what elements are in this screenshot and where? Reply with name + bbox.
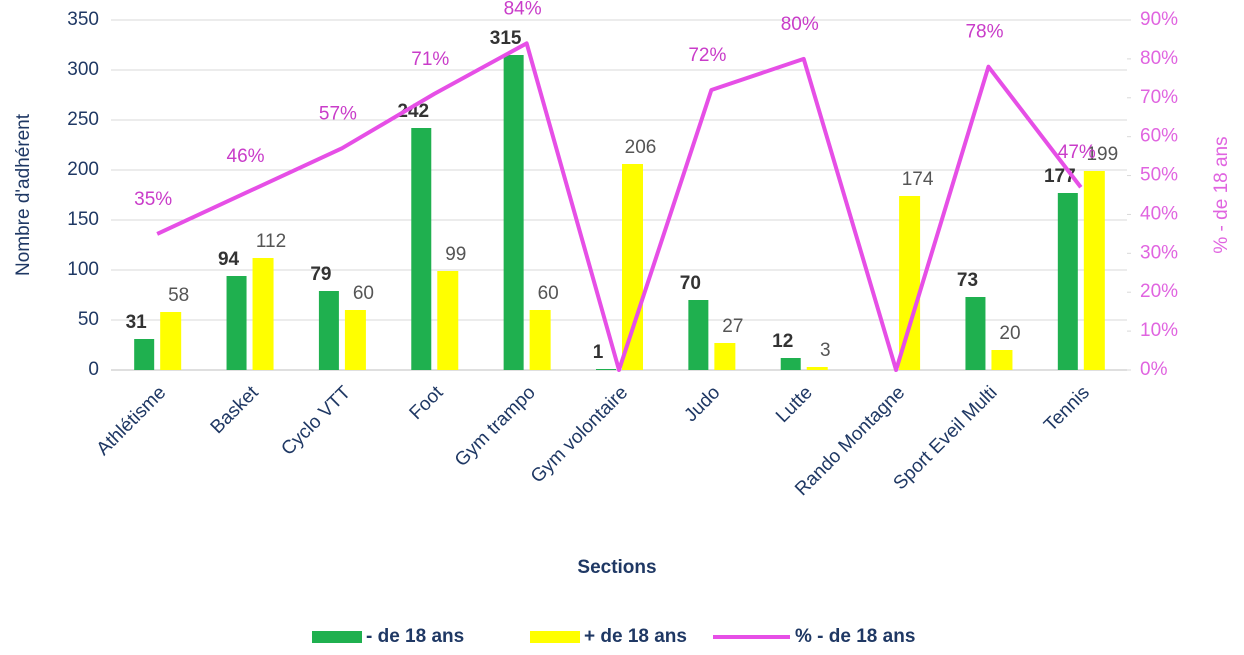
line-series xyxy=(156,41,1083,372)
bar xyxy=(411,128,432,370)
line-data-label: 35% xyxy=(134,189,172,210)
data-label: 20 xyxy=(999,323,1020,344)
data-label: 206 xyxy=(625,137,657,158)
y2-axis-label: % - de 18 ans xyxy=(1211,136,1232,253)
legend-label: - de 18 ans xyxy=(366,626,464,647)
y2-tick-label: 60% xyxy=(1140,126,1178,147)
data-label: 174 xyxy=(902,169,934,190)
line-data-label: 57% xyxy=(319,103,357,124)
y2-tick-label: 10% xyxy=(1140,320,1178,341)
line-data-label: 72% xyxy=(688,45,726,66)
y-tick-label: 300 xyxy=(67,59,99,80)
data-label: 73 xyxy=(957,270,978,291)
data-label: 1 xyxy=(593,342,604,363)
line-data-label: 71% xyxy=(411,49,449,70)
y2-tick-label: 0% xyxy=(1140,359,1168,380)
data-label: 99 xyxy=(445,244,466,265)
data-label: 94 xyxy=(218,249,240,270)
data-label: 79 xyxy=(310,264,331,285)
y-tick-label: 200 xyxy=(67,159,99,180)
line-data-label: 80% xyxy=(781,14,819,35)
bar xyxy=(596,369,616,370)
x-tick-label: Gym volontaire xyxy=(527,382,632,487)
x-tick-label: Gym trampo xyxy=(451,382,540,471)
bar xyxy=(252,258,274,370)
y-axis-label: Nombre d'adhérent xyxy=(13,113,34,276)
legend-swatch xyxy=(312,631,362,643)
bar xyxy=(965,297,986,370)
y2-tick-label: 70% xyxy=(1140,87,1178,108)
bar xyxy=(780,358,801,370)
bar xyxy=(991,350,1013,370)
line-data-label: 47% xyxy=(1058,142,1096,163)
data-label: 315 xyxy=(490,28,522,49)
y-tick-label: 350 xyxy=(67,9,99,30)
y-tick-label: 0 xyxy=(88,359,99,380)
data-label: 112 xyxy=(256,231,286,252)
y2-tick-label: 40% xyxy=(1140,203,1178,224)
legend-label: % - de 18 ans xyxy=(795,626,915,647)
x-tick-label: Foot xyxy=(406,382,448,424)
data-label: 3 xyxy=(820,340,831,361)
data-label: 58 xyxy=(168,285,189,306)
bar xyxy=(714,343,736,370)
x-axis-label: Sections xyxy=(577,557,656,578)
data-label: 60 xyxy=(538,283,559,304)
y2-tick-label: 80% xyxy=(1140,48,1178,69)
x-tick-label: Basket xyxy=(207,382,263,438)
bar xyxy=(344,310,366,370)
y2-tick-label: 20% xyxy=(1140,281,1178,302)
y2-tick-label: 30% xyxy=(1140,242,1178,263)
y2-tick-label: 50% xyxy=(1140,165,1178,186)
y-tick-label: 150 xyxy=(67,209,99,230)
y-tick-label: 250 xyxy=(67,109,99,130)
bar xyxy=(899,196,921,370)
bar xyxy=(1057,193,1078,370)
bar xyxy=(437,271,459,370)
x-tick-label: Tennis xyxy=(1040,382,1094,436)
x-tick-label: Athlétisme xyxy=(93,382,171,460)
bar xyxy=(134,339,155,370)
bar xyxy=(1083,171,1105,370)
line-data-label: 84% xyxy=(504,0,542,19)
data-label: 60 xyxy=(353,283,374,304)
bar xyxy=(160,312,182,370)
legend-swatch xyxy=(530,631,580,643)
data-label: 242 xyxy=(397,101,429,122)
data-label: 199 xyxy=(1086,144,1118,165)
bar xyxy=(622,164,643,370)
bar xyxy=(503,55,524,370)
bar xyxy=(226,276,247,370)
y-tick-label: 50 xyxy=(78,309,99,330)
y-tick-label: 100 xyxy=(67,259,99,280)
line-data-label: 46% xyxy=(227,146,265,167)
bar xyxy=(318,291,339,370)
data-label: 12 xyxy=(772,331,793,352)
bar xyxy=(688,300,709,370)
bar xyxy=(806,367,828,370)
x-tick-label: Judo xyxy=(680,382,724,426)
line-data-label: 78% xyxy=(965,22,1003,43)
data-label: 27 xyxy=(722,316,743,337)
data-label: 31 xyxy=(126,312,148,333)
data-label: 70 xyxy=(680,273,701,294)
x-tick-label: Lutte xyxy=(772,382,817,427)
y2-tick-label: 90% xyxy=(1140,9,1178,30)
bar xyxy=(529,310,551,370)
x-tick-label: Cyclo VTT xyxy=(277,382,355,460)
legend-label: + de 18 ans xyxy=(584,626,687,647)
